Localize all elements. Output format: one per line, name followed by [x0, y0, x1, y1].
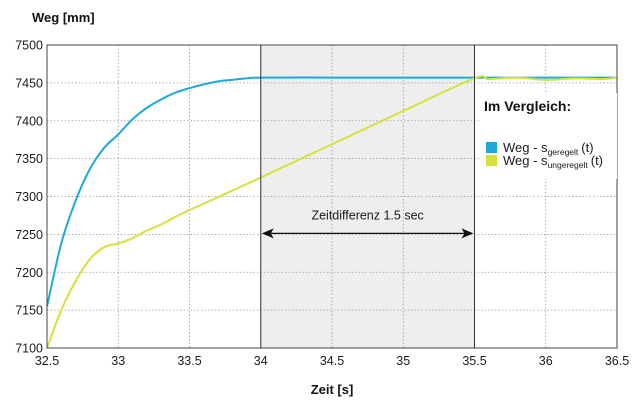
time-difference-label: Zeitdifferenz 1.5 sec [311, 208, 423, 222]
legend-swatch-geregelt [486, 142, 497, 153]
x-tick-label: 34 [254, 354, 268, 368]
legend-sub-geregelt: geregelt [548, 147, 579, 157]
x-tick-label: 33.5 [177, 354, 201, 368]
y-tick-label: 7350 [15, 152, 43, 166]
y-tick-label: 7250 [15, 228, 43, 242]
y-tick-labels: 7100 7150 7200 7250 7300 7350 7400 7450 7500 [15, 39, 43, 356]
legend-main-ungeregelt: Weg - s [503, 153, 548, 168]
legend-title: Im Vergleich: [484, 98, 571, 114]
legend-suffix-ungeregelt: (t) [591, 153, 603, 168]
y-tick-label: 7200 [15, 266, 43, 280]
y-tick-label: 7300 [15, 190, 43, 204]
legend-entry-ungeregelt: Weg - sungeregelt (t) [503, 153, 603, 170]
y-tick-label: 7400 [15, 114, 43, 128]
series-line-geregelt [46, 76, 617, 307]
x-axis-title: Zeit [s] [311, 382, 354, 397]
legend-sub-ungeregelt: ungeregelt [548, 160, 589, 170]
series-group [46, 75, 618, 349]
legend-background [481, 93, 617, 179]
series-line-ungeregelt [46, 75, 618, 349]
arrow-head-left [261, 228, 274, 239]
plot-frame [46, 44, 618, 349]
y-tick-label: 7500 [15, 39, 43, 53]
x-tick-label: 32.5 [35, 354, 59, 368]
x-tick-label: 35 [396, 354, 410, 368]
legend-suffix-geregelt: (t) [581, 140, 593, 155]
x-tick-label: 36 [539, 354, 553, 368]
legend-swatch-ungeregelt [486, 155, 497, 166]
arrow-head-right [461, 228, 474, 239]
x-tick-label: 35.5 [462, 354, 486, 368]
x-tick-label: 36.5 [605, 354, 629, 368]
y-tick-label: 7100 [15, 342, 43, 356]
region-borders [260, 45, 475, 348]
x-tick-label: 34.5 [320, 354, 344, 368]
x-tick-label: 33 [111, 354, 125, 368]
legend-main-geregelt: Weg - s [503, 140, 548, 155]
y-tick-label: 7450 [15, 76, 43, 90]
time-difference-arrow [261, 228, 474, 239]
y-tick-label: 7150 [15, 304, 43, 318]
legend: Im Vergleich: Weg - sgeregelt (t) Weg - s… [481, 93, 617, 179]
legend-entry-geregelt: Weg - sgeregelt (t) [503, 140, 594, 157]
y-axis-title: Weg [mm] [32, 10, 95, 25]
x-tick-labels: 32.5 33 33.5 34 34.5 35 35.5 36 36.5 [35, 354, 629, 368]
